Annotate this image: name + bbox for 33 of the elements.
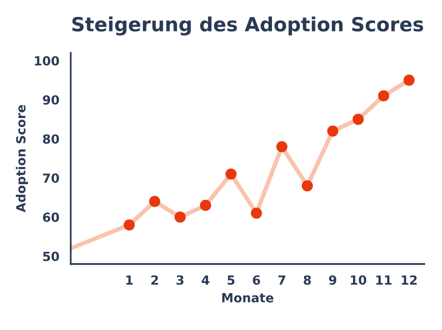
x-tick-label: 4 <box>202 275 210 285</box>
point <box>302 180 313 192</box>
point <box>225 168 237 180</box>
point <box>404 74 415 86</box>
y-tick-label: 100 <box>34 56 60 66</box>
x-tick-label: 11 <box>376 275 392 285</box>
x-tick-label: 1 <box>126 275 133 285</box>
x-tick-label: 6 <box>252 275 260 285</box>
x-tick-label: 3 <box>176 275 184 285</box>
x-tick-label: 12 <box>402 275 417 285</box>
point <box>124 219 135 230</box>
x-tick-label: 2 <box>151 275 158 285</box>
y-tick-label: 90 <box>42 95 60 105</box>
point <box>327 125 338 137</box>
y-tick-label: 80 <box>42 134 60 144</box>
point <box>149 196 160 207</box>
y-tick-label: 60 <box>42 212 60 222</box>
point <box>200 200 212 211</box>
y-axis-title: Adoption Score <box>16 105 28 212</box>
x-tick-label: 10 <box>350 275 366 285</box>
point <box>250 208 262 219</box>
point <box>352 114 364 125</box>
chart-title: Steigerung des Adoption Scores <box>72 16 424 36</box>
x-tick-label: 5 <box>228 275 234 285</box>
y-tick-label: 70 <box>43 173 60 183</box>
point <box>174 212 186 223</box>
point <box>276 141 288 152</box>
y-tick-label: 50 <box>43 252 60 262</box>
x-tick-label: 7 <box>278 275 286 285</box>
x-axis-title: Monate <box>222 293 274 302</box>
x-tick-label: 9 <box>329 275 336 285</box>
x-tick-label: 8 <box>304 275 311 285</box>
point <box>378 90 390 102</box>
